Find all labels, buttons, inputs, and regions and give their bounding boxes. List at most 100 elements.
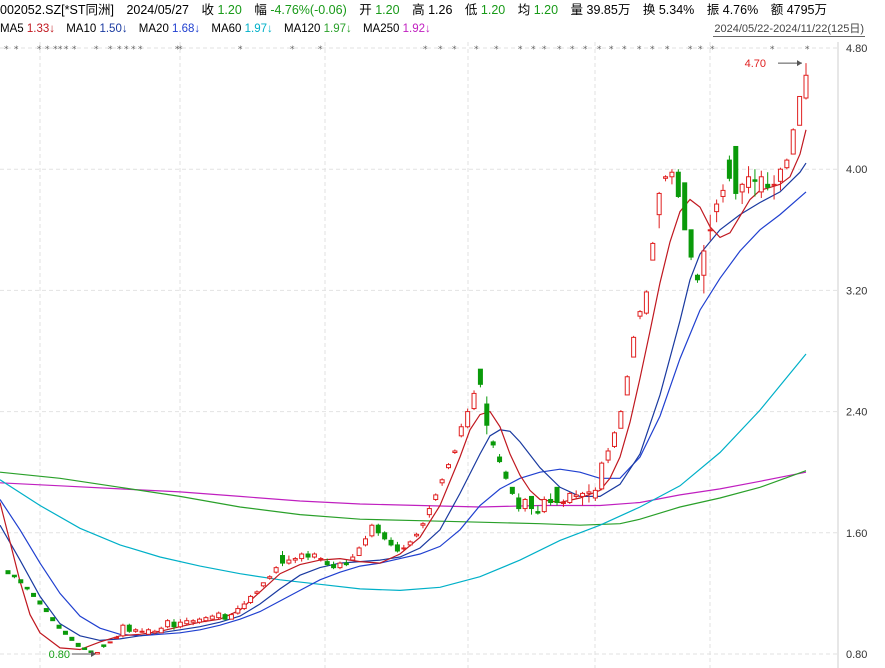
candle-body	[248, 595, 254, 603]
candle-body	[158, 627, 164, 634]
y-tick-label: 0.80	[846, 649, 867, 661]
candle-body	[509, 486, 515, 494]
candle-body	[343, 562, 349, 566]
candle-body	[209, 615, 215, 620]
candle-body	[580, 492, 586, 497]
candle-body	[401, 547, 407, 550]
candle-body	[567, 492, 573, 504]
y-tick-label: 2.40	[846, 407, 867, 419]
candle-body	[152, 630, 158, 634]
candle-body	[280, 555, 286, 564]
candle-body	[197, 618, 203, 623]
event-star-marker: *	[72, 45, 77, 55]
ma20-legend[interactable]: MA20 1.68↓	[138, 23, 201, 35]
ma-legend: MA5 1.33↓ MA10 1.50↓ MA20 1.68↓ MA60 1.9…	[0, 20, 885, 39]
candle-body	[311, 553, 317, 558]
ma250-legend[interactable]: MA250 1.92↓	[362, 23, 431, 35]
candle-body	[414, 533, 420, 537]
candle-body	[528, 495, 534, 510]
event-star-marker: *	[518, 45, 523, 55]
candle-body	[707, 229, 713, 232]
candle-body	[490, 441, 496, 446]
candle-body	[663, 176, 669, 179]
event-star-marker: *	[583, 45, 588, 55]
event-star-marker: *	[597, 45, 602, 55]
open-value: 1.20	[375, 3, 400, 17]
event-star-marker: *	[178, 45, 183, 55]
event-star-marker: *	[138, 45, 143, 55]
candle-body	[82, 647, 88, 650]
candle-body	[107, 641, 113, 644]
candle-body	[535, 511, 541, 514]
candle-body	[171, 621, 177, 628]
candle-body	[765, 183, 771, 188]
candle-body	[337, 562, 343, 569]
event-star-marker: *	[452, 45, 457, 55]
event-star-marker: *	[58, 45, 63, 55]
ma10-legend[interactable]: MA10 1.50↓	[66, 23, 128, 35]
candle-body	[497, 456, 503, 463]
candle-body	[369, 524, 375, 537]
candle-body	[394, 544, 400, 552]
candle-body	[120, 624, 126, 637]
candle-body	[318, 558, 324, 561]
turnover-value: 5.34%	[658, 3, 695, 17]
candle-body	[777, 168, 783, 182]
candle-body	[216, 612, 222, 619]
candle-body	[75, 642, 81, 647]
close-value: 1.20	[217, 3, 242, 17]
y-tick-label: 3.20	[846, 285, 867, 297]
candle-body	[477, 368, 483, 385]
candle-body	[31, 592, 37, 597]
candle-body	[165, 620, 171, 628]
candle-body	[101, 644, 107, 647]
candle-body	[50, 617, 56, 622]
candle-body	[11, 574, 17, 578]
event-star-marker: *	[650, 45, 655, 55]
ma120-line	[0, 470, 807, 526]
candle-body	[669, 171, 675, 178]
candle-body	[388, 539, 394, 546]
candle-body	[267, 576, 273, 579]
event-star-marker: *	[124, 45, 129, 55]
avg-field: 均 1.20	[517, 3, 559, 17]
candle-body	[177, 621, 183, 628]
candle-body	[522, 498, 528, 510]
candle-body	[126, 624, 132, 632]
high-field: 高 1.26	[412, 3, 453, 17]
candle-body	[241, 603, 247, 610]
date-range-label[interactable]: 2024/05/22-2024/11/22(125日)	[713, 23, 865, 37]
candle-body	[292, 558, 298, 561]
stock-code[interactable]: 002052.SZ[*ST同洲]	[0, 3, 114, 17]
candle-body	[445, 464, 451, 469]
amount-value: 4795万	[786, 3, 827, 17]
candle-body	[573, 494, 579, 497]
candle-body	[375, 524, 381, 534]
candle-body	[637, 311, 643, 317]
candle-body	[624, 376, 630, 396]
candle-body	[797, 95, 803, 126]
candle-body	[356, 547, 362, 557]
ma60-legend[interactable]: MA60 1.97↓	[211, 23, 273, 35]
candle-body	[331, 564, 337, 569]
event-star-marker: *	[805, 45, 810, 55]
ma5-legend[interactable]: MA5 1.33↓	[0, 23, 55, 35]
candle-body	[643, 291, 649, 314]
event-star-marker: *	[474, 45, 479, 55]
volume-field: 量 39.85万	[570, 3, 631, 17]
candle-body	[43, 608, 49, 613]
candle-body	[656, 192, 662, 216]
candle-body	[592, 489, 598, 499]
ma120-legend[interactable]: MA120 1.97↓	[283, 23, 352, 35]
candle-body	[88, 650, 94, 653]
candle-body	[69, 636, 75, 641]
candle-body	[682, 182, 688, 231]
candle-body	[586, 491, 592, 494]
candle-body	[714, 203, 720, 213]
event-star-marker: *	[698, 45, 703, 55]
y-tick-label: 1.60	[846, 528, 867, 540]
high-marker-label: 4.70	[745, 58, 766, 70]
event-star-marker: *	[238, 45, 243, 55]
event-star-marker: *	[542, 45, 547, 55]
